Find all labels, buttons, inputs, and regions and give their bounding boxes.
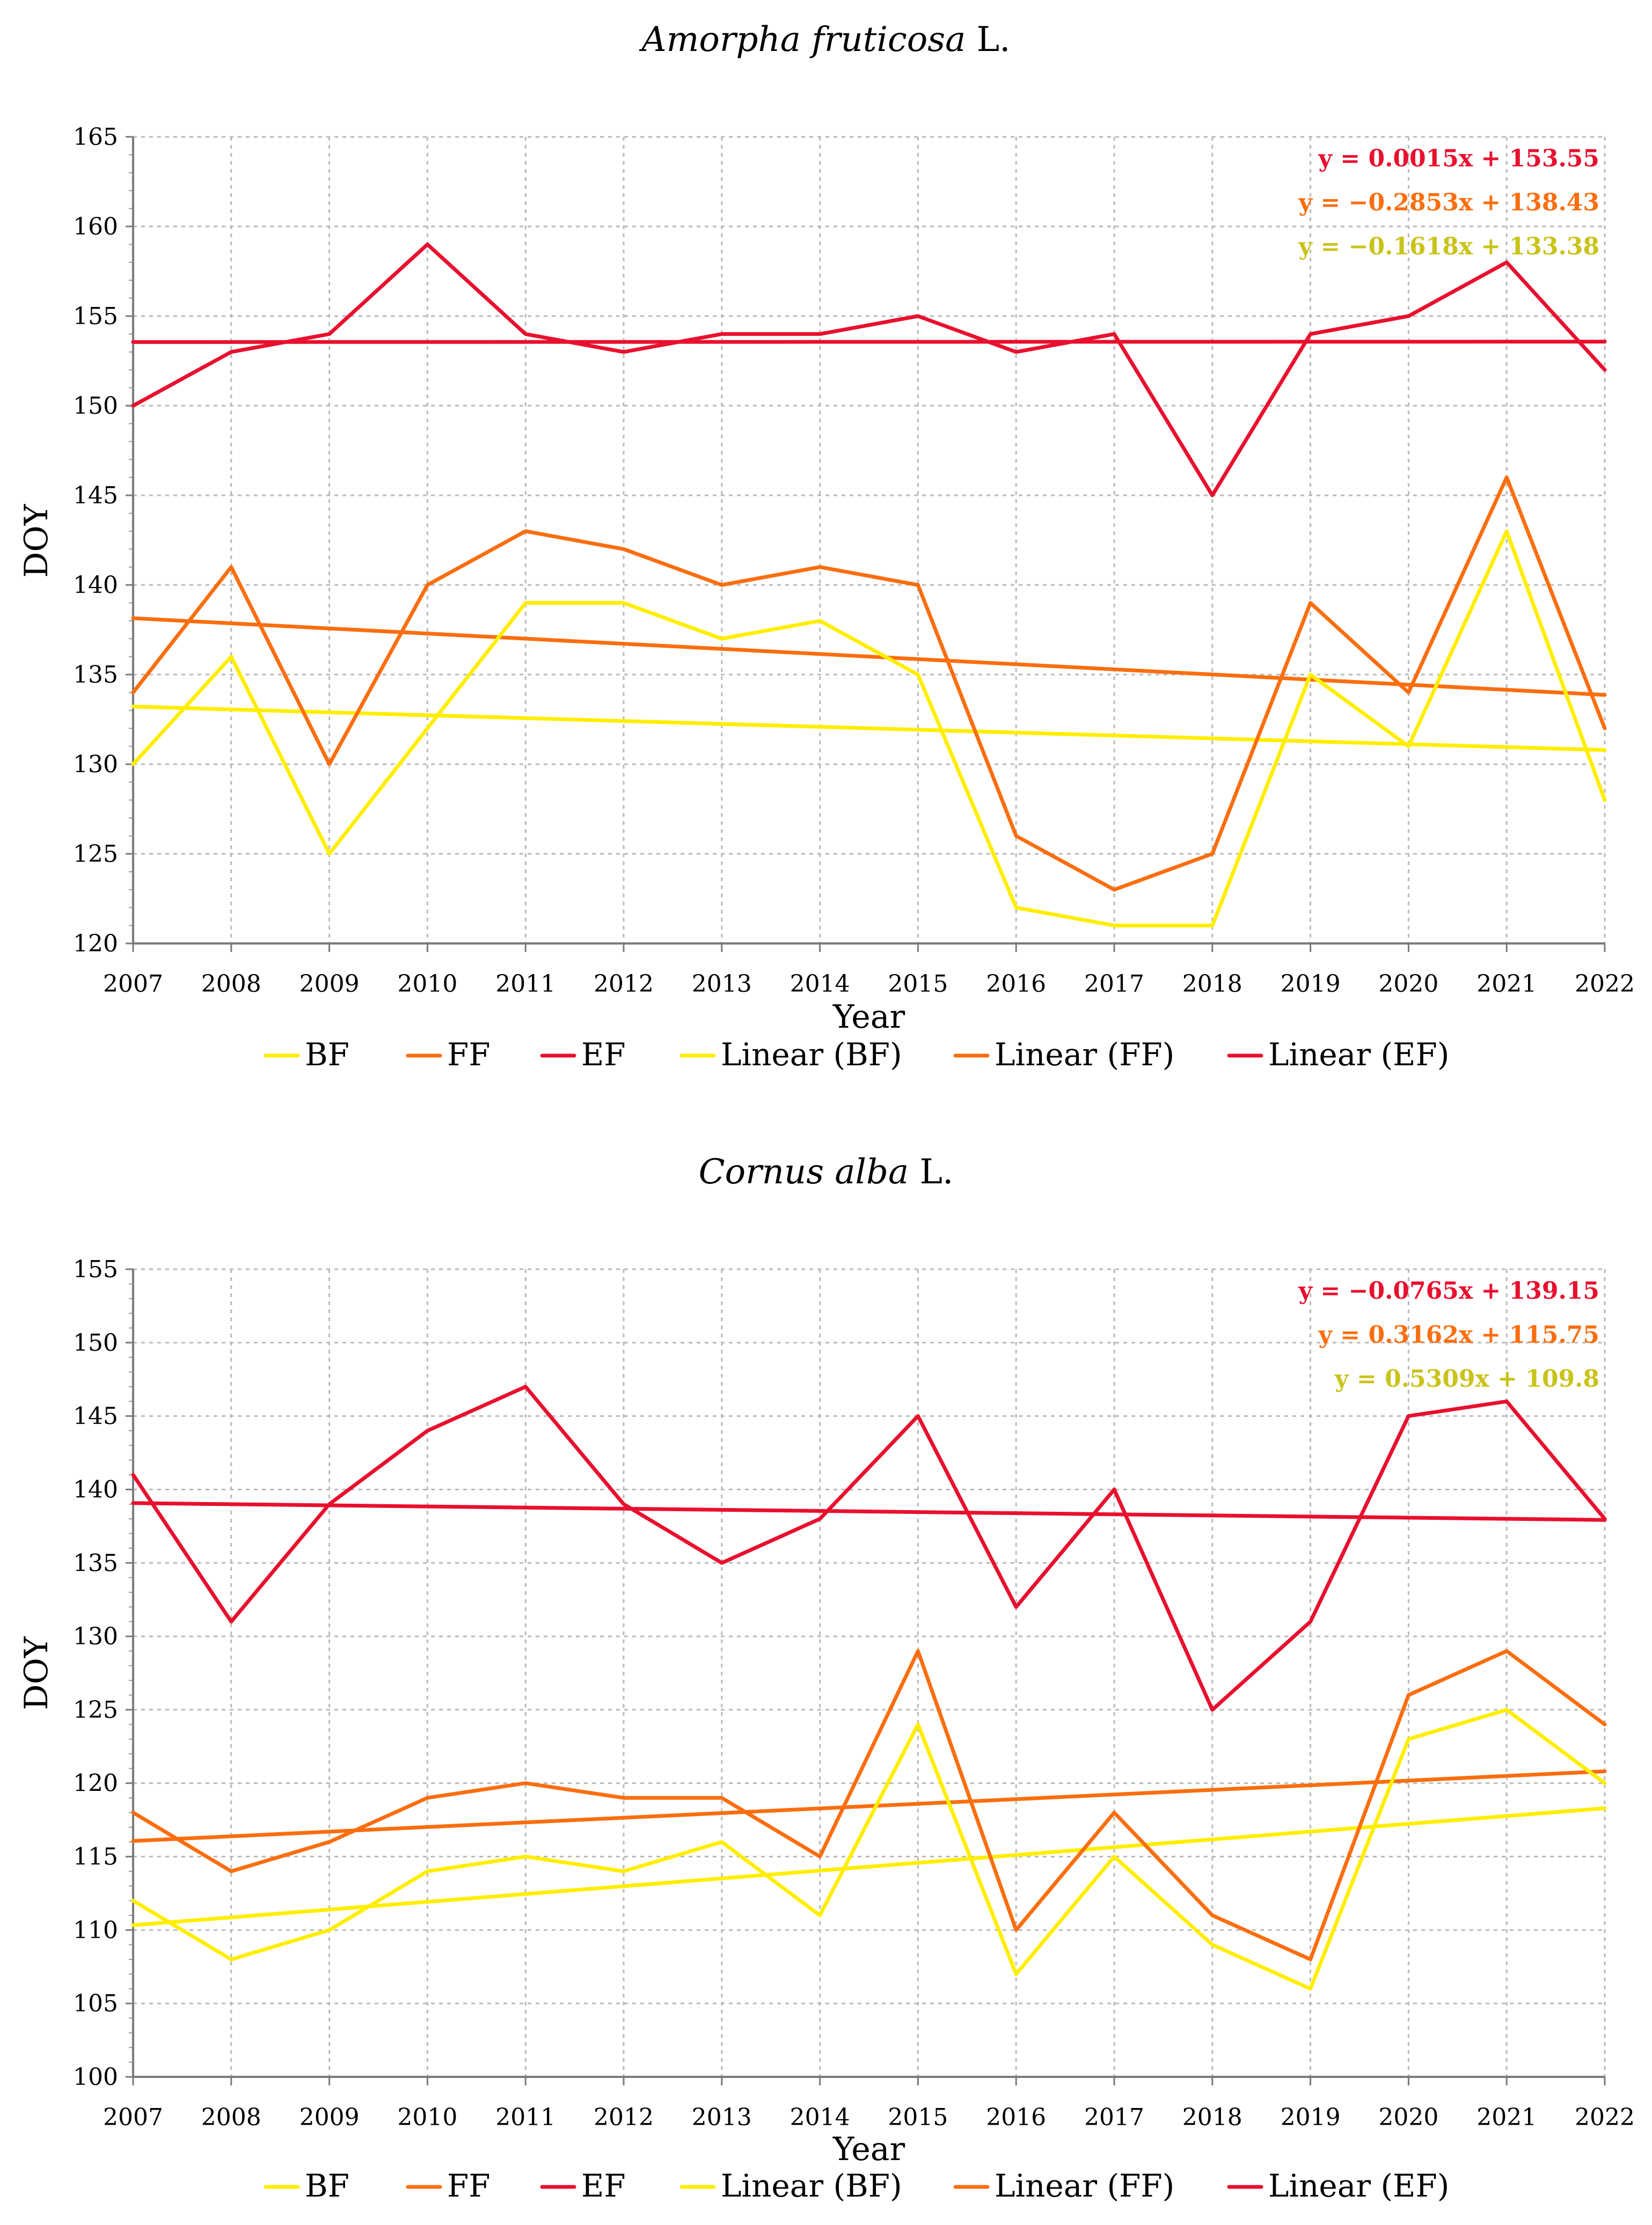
x-axis-title: Year — [832, 998, 905, 1036]
x-tick-label: 2007 — [103, 970, 163, 998]
trendline-ef — [131, 1501, 1607, 1522]
legend-label: BF — [305, 2168, 349, 2204]
y-tick-label: 110 — [73, 1916, 118, 1944]
x-tick-label: 2011 — [495, 970, 555, 998]
chart-1: Amorpha fruticosa L. 120 125 130 135 140 145 15… — [18, 20, 1635, 1073]
legend-label: FF — [447, 1036, 491, 1073]
x-axis-title: Year — [832, 2131, 905, 2168]
x-tick-label: 2012 — [594, 970, 654, 998]
legend-label: EF — [581, 2168, 626, 2204]
y-tick-label: 135 — [73, 661, 118, 689]
y-tick-label: 150 — [73, 1329, 118, 1357]
y-tick-label: 145 — [73, 482, 118, 509]
trend-equation-bf: y = −0.1618x + 133.38 — [1298, 233, 1599, 260]
x-tick-label: 2010 — [397, 970, 457, 998]
trendline-bf — [131, 1806, 1607, 1927]
y-tick-label: 115 — [73, 1843, 118, 1871]
series-line-ff — [131, 1649, 1607, 1961]
x-tick-label: 2015 — [888, 970, 948, 998]
x-tick-label: 2008 — [201, 2104, 261, 2131]
legend-label: Linear (BF) — [721, 1036, 902, 1073]
x-tick-label: 2017 — [1084, 970, 1144, 998]
x-tick-label: 2009 — [299, 970, 360, 998]
series-line-bf — [131, 529, 1607, 928]
x-tick-label: 2020 — [1378, 2104, 1438, 2131]
y-axis-title: DOY — [18, 1636, 55, 1710]
y-tick-label: 155 — [73, 1256, 118, 1283]
trendline-ff — [131, 1769, 1607, 1843]
trend-equation-ff: y = −0.2853x + 138.43 — [1298, 189, 1599, 216]
chart-title: Amorpha fruticosa L. — [639, 20, 1011, 60]
trend-equation-ff: y = 0.3162x + 115.75 — [1318, 1321, 1599, 1349]
y-tick-label: 125 — [73, 1696, 118, 1724]
x-tick-label: 2019 — [1281, 970, 1341, 998]
legend-label: Linear (FF) — [995, 1036, 1174, 1073]
y-tick-label: 130 — [73, 1623, 118, 1650]
chart-title-species: Cornus alba — [699, 1152, 909, 1192]
y-tick-label: 120 — [73, 930, 118, 957]
series-line-ef — [131, 242, 1607, 497]
trend-equation-ef: y = 0.0015x + 153.55 — [1318, 145, 1599, 172]
chart-title-authority: L. — [966, 20, 1010, 60]
y-tick-label: 145 — [73, 1403, 118, 1430]
x-tick-label: 2022 — [1575, 970, 1635, 998]
legend-label: Linear (FF) — [995, 2168, 1174, 2204]
chart-title: Cornus alba L. — [699, 1152, 954, 1192]
y-tick-label: 105 — [73, 1990, 118, 2017]
trendline-ff — [131, 616, 1607, 697]
y-tick-label: 150 — [73, 392, 118, 420]
x-tick-label: 2018 — [1182, 2104, 1242, 2131]
legend-label: Linear (BF) — [721, 2168, 902, 2204]
series-line-bf — [131, 1708, 1607, 1991]
x-tick-label: 2021 — [1476, 2104, 1537, 2131]
y-tick-label: 125 — [73, 840, 118, 868]
x-tick-label: 2010 — [397, 2104, 457, 2131]
y-tick-label: 155 — [73, 303, 118, 330]
y-tick-label: 135 — [73, 1549, 118, 1577]
x-tick-label: 2013 — [692, 2104, 752, 2131]
x-tick-label: 2007 — [103, 2104, 163, 2131]
x-tick-label: 2014 — [790, 2104, 850, 2131]
chart-title-authority: L. — [909, 1152, 953, 1192]
y-tick-label: 165 — [73, 123, 118, 151]
x-tick-label: 2017 — [1084, 2104, 1144, 2131]
legend-label: BF — [305, 1036, 349, 1073]
trend-equation-ef: y = −0.0765x + 139.15 — [1298, 1277, 1599, 1305]
y-tick-label: 140 — [73, 1476, 118, 1503]
x-tick-label: 2014 — [790, 970, 850, 998]
y-tick-label: 130 — [73, 751, 118, 778]
x-tick-label: 2016 — [986, 2104, 1046, 2131]
series-line-ef — [131, 1385, 1607, 1712]
chart-2: Cornus alba L. 100 105 110 115 120 125 130 135 14… — [18, 1152, 1635, 2204]
series-line-ff — [131, 475, 1607, 892]
trendline-bf — [131, 705, 1607, 752]
trend-equation-bf: y = 0.5309x + 109.8 — [1334, 1365, 1599, 1393]
y-tick-label: 100 — [73, 2063, 118, 2091]
x-tick-label: 2021 — [1476, 970, 1537, 998]
legend-label: FF — [447, 2168, 491, 2204]
x-tick-label: 2019 — [1281, 2104, 1341, 2131]
legend-label: EF — [581, 1036, 626, 1073]
legend-label: Linear (EF) — [1268, 2168, 1449, 2204]
legend-label: Linear (EF) — [1268, 1036, 1449, 1073]
x-tick-label: 2020 — [1378, 970, 1438, 998]
chart-title-species: Amorpha fruticosa — [639, 20, 966, 60]
x-tick-label: 2015 — [888, 2104, 948, 2131]
x-tick-label: 2012 — [594, 2104, 654, 2131]
y-tick-label: 140 — [73, 572, 118, 599]
x-tick-label: 2016 — [986, 970, 1046, 998]
y-axis-title: DOY — [18, 503, 55, 577]
y-tick-label: 160 — [73, 213, 118, 240]
x-tick-label: 2011 — [495, 2104, 555, 2131]
x-tick-label: 2018 — [1182, 970, 1242, 998]
x-tick-label: 2013 — [692, 970, 752, 998]
x-tick-label: 2022 — [1575, 2104, 1635, 2131]
x-tick-label: 2009 — [299, 2104, 360, 2131]
y-tick-label: 120 — [73, 1770, 118, 1797]
x-tick-label: 2008 — [201, 970, 261, 998]
